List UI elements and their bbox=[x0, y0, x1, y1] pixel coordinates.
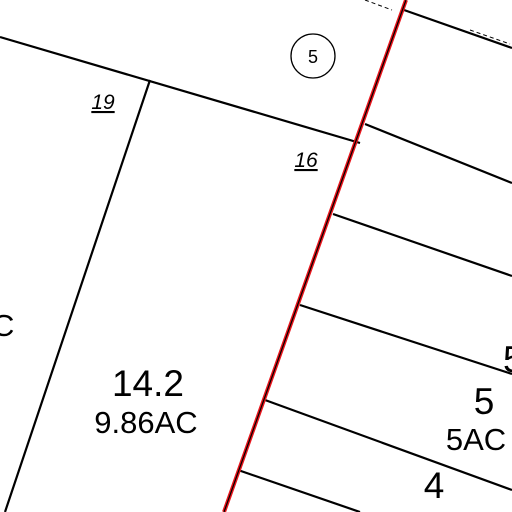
lot-line-right-1 bbox=[403, 8, 512, 50]
lot-line-right-3 bbox=[332, 212, 512, 278]
lot-line-top bbox=[0, 35, 361, 145]
dashed-line bbox=[364, 0, 393, 11]
parcel-area-5: 5AC bbox=[446, 422, 506, 457]
circled-label-ring bbox=[290, 33, 336, 79]
parcel-area-14-2: 9.86AC bbox=[94, 405, 197, 440]
circled-label: 5 bbox=[308, 47, 318, 67]
edge-fragment-left: C bbox=[0, 308, 14, 343]
lot-line-right-2 bbox=[364, 122, 512, 185]
frontage-label-left: 19 bbox=[91, 91, 115, 114]
lot-line-right-6 bbox=[237, 468, 361, 512]
parcel-id-5: 5 bbox=[474, 381, 495, 422]
parcel-id-14-2: 14.2 bbox=[112, 363, 184, 404]
boundary-core-line bbox=[223, 0, 407, 512]
lot-line-parcel-divider bbox=[3, 79, 152, 512]
edge-fragment-right: 5 bbox=[503, 339, 512, 380]
lot-line-right-5 bbox=[264, 398, 512, 492]
dashed-line-right bbox=[469, 29, 511, 45]
frontage-label-right: 16 bbox=[294, 149, 318, 172]
parcel-id-4: 4 bbox=[424, 465, 445, 506]
lot-line-right-4 bbox=[299, 303, 512, 376]
